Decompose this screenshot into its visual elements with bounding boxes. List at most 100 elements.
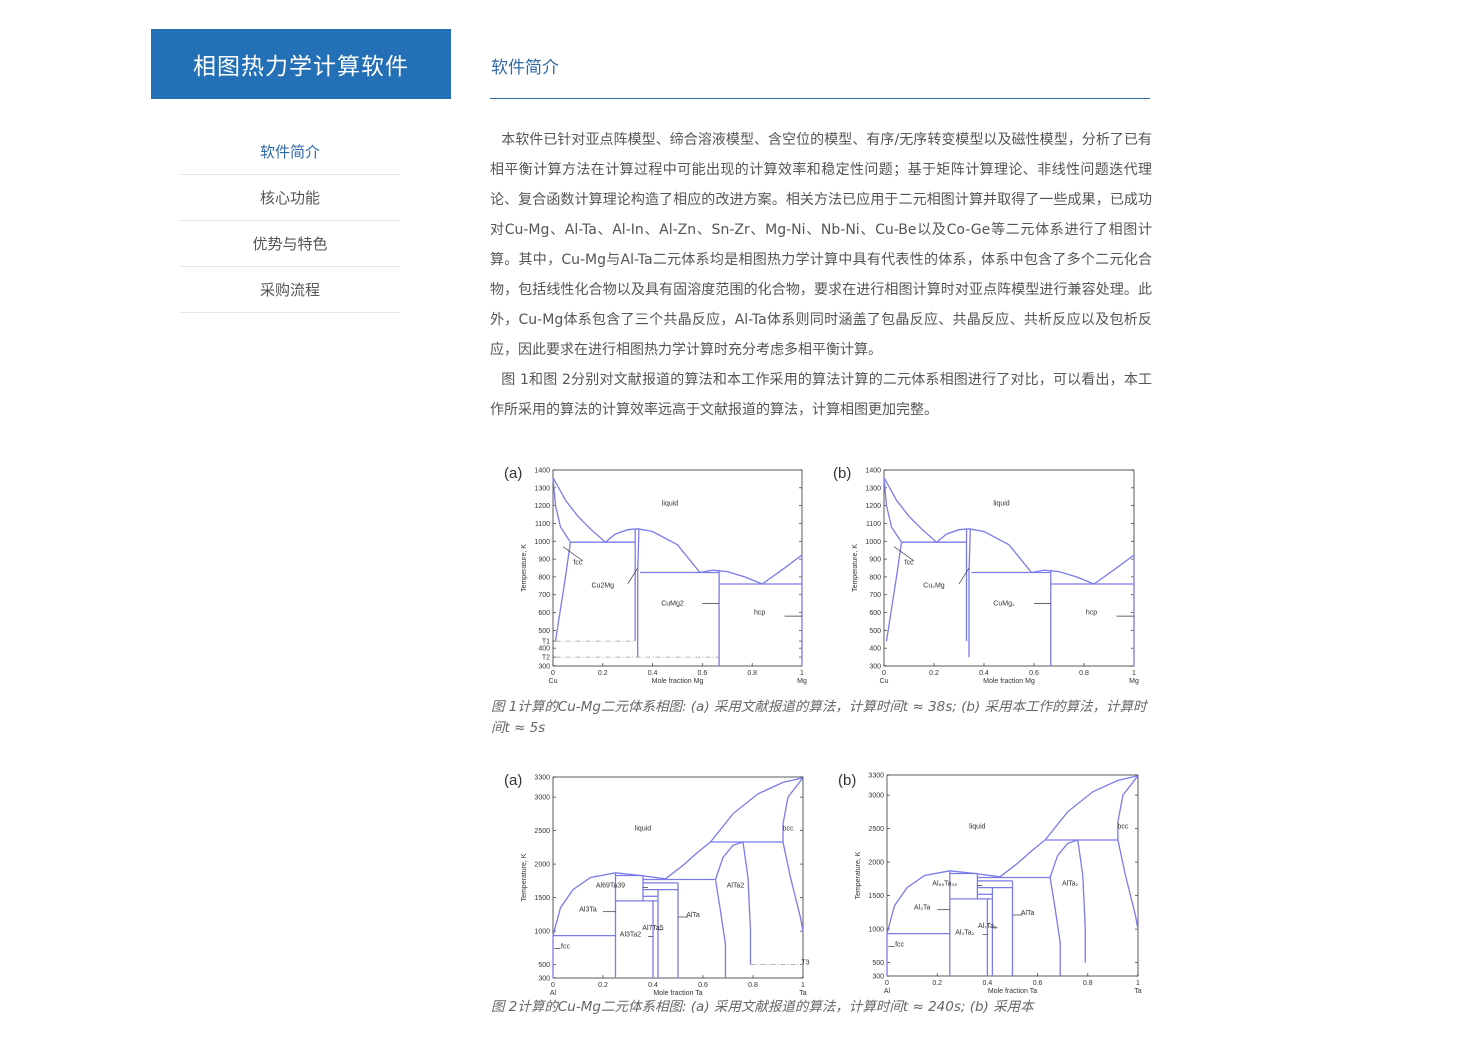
- y-tick-label: 700: [869, 592, 881, 599]
- phase-label: Al3Ta2: [620, 931, 642, 938]
- phase-boundary: [699, 569, 763, 585]
- x-tick-label: 0.6: [1029, 670, 1039, 677]
- y-tick-label: 1300: [534, 485, 550, 492]
- y-tick-label: 600: [869, 610, 881, 617]
- sidebar-item-core-features[interactable]: 核心功能: [180, 175, 400, 221]
- phase-boundary: [714, 841, 752, 965]
- title-divider: [490, 98, 1150, 99]
- y-tick-label: 800: [538, 574, 550, 581]
- plot-frame: [883, 469, 1135, 667]
- phase-boundary: [968, 528, 971, 658]
- phase-label: liquid: [969, 824, 985, 831]
- sidebar-item-advantages[interactable]: 优势与特色: [180, 221, 400, 267]
- y-tick-label: 1000: [534, 539, 550, 546]
- x-tick-label: 0.2: [929, 670, 939, 677]
- phase-label: Al₃Ta₂: [955, 929, 974, 936]
- phase-boundary: [883, 477, 903, 543]
- label-arrow: [893, 546, 915, 562]
- paragraph-comparison: 图 1和图 2分别对文献报道的算法和本工作采用的算法计算的二元体系相图进行了对比…: [490, 372, 1152, 418]
- phase-boundary: [709, 777, 804, 843]
- figure-1-caption: 图 1计算的Cu-Mg二元体系相图: (a) 采用文献报道的算法，计算时间t ≈…: [491, 699, 1147, 736]
- phase-boundary: [1049, 877, 1061, 976]
- sidebar-item-purchase[interactable]: 采购流程: [180, 267, 400, 313]
- x-axis-label: Mole fraction Ta: [988, 988, 1037, 995]
- y-tick-label: 1200: [865, 503, 881, 510]
- y-tick-label: 1000: [868, 927, 884, 934]
- x-tick-label: 1: [800, 670, 804, 677]
- y-axis-label: Temperature, K: [855, 851, 862, 899]
- x-tick-label: 0.8: [1083, 980, 1093, 987]
- y-tick-label: 3300: [868, 773, 884, 780]
- y-tick-label: 400: [869, 646, 881, 653]
- phase-label: AlTa2: [727, 883, 745, 890]
- y-tick-label: 2000: [868, 860, 884, 867]
- y-tick-label: 1000: [865, 539, 881, 546]
- y-tick-label: 2500: [868, 826, 884, 833]
- phase-boundary: [1044, 775, 1139, 841]
- x-tick-label: 0.6: [698, 982, 708, 989]
- x-tick-label: 0.8: [1079, 670, 1089, 677]
- y-tick-label: 300: [538, 976, 550, 983]
- y-tick-label: 1000: [534, 929, 550, 936]
- x-right-element-label: Mg: [797, 678, 807, 685]
- y-tick-label: 2500: [534, 828, 550, 835]
- y-tick-label: 3300: [534, 775, 550, 782]
- x-tick-label: 0: [885, 980, 889, 987]
- x-tick-label: 1: [1132, 670, 1136, 677]
- panel-tag: (a): [504, 772, 522, 789]
- y-tick-label: 300: [538, 664, 550, 671]
- x-tick-label: 0.8: [748, 982, 758, 989]
- phase-label: liquid: [635, 826, 651, 833]
- y-tick-label: 1500: [534, 895, 550, 902]
- y-tick-label: 900: [538, 557, 550, 564]
- x-axis-label: Mole fraction Mg: [652, 678, 704, 685]
- x-tick-label: 0.4: [648, 982, 658, 989]
- phase-label: hcp: [754, 609, 765, 616]
- phase-boundary: [552, 477, 606, 543]
- sidebar-item-intro[interactable]: 软件简介: [180, 129, 400, 175]
- phase-boundary: [637, 528, 640, 658]
- plot-frame: [552, 469, 803, 667]
- phase-boundary: [883, 477, 937, 543]
- x-tick-label: 0: [551, 982, 555, 989]
- panel-b: (b) 300 400 500 600 700 800 900 1000 1100 1200 1300…: [833, 465, 1139, 685]
- y-tick-label: 1100: [535, 521, 550, 528]
- phase-label: liquid: [662, 501, 678, 508]
- x-tick-label: 1: [801, 982, 805, 989]
- y-tick-label: 2000: [534, 862, 550, 869]
- phase-label: fcc: [895, 942, 904, 949]
- phase-boundary: [552, 477, 571, 543]
- x-right-element-label: Ta: [1134, 988, 1142, 995]
- phase-boundary: [782, 777, 804, 932]
- panel-tag: (a): [504, 465, 522, 482]
- x-tick-label: 1: [1136, 980, 1140, 987]
- y-tick-label: 600: [538, 610, 550, 617]
- y-axis-label: Temperature, K: [521, 853, 528, 901]
- phase-label: fcc: [561, 944, 570, 951]
- x-tick-label: 0.2: [598, 670, 608, 677]
- y-tick-label: 500: [538, 962, 550, 969]
- phase-label: CuMg2: [661, 600, 684, 607]
- panel-b: (b) 300 500 1000 1500 2000 2500 3000 3300 0 0.2 0.4…: [838, 772, 1142, 995]
- x-tick-label: 0.6: [698, 670, 708, 677]
- phase-label: AlTa: [686, 912, 700, 919]
- x-left-element-label: Al: [884, 988, 891, 995]
- y-tick-label: 1400: [534, 468, 550, 475]
- phase-label: bcc: [783, 826, 794, 833]
- y-tick-label: 500: [872, 960, 884, 967]
- y-tick-label: 1500: [868, 893, 884, 900]
- y-tick-label: T2: [542, 655, 550, 662]
- y-tick-label: 500: [869, 628, 881, 635]
- site-title: 相图热力学计算软件: [151, 29, 451, 99]
- y-tick-label: 1200: [534, 503, 550, 510]
- y-tick-label: T1: [542, 639, 550, 646]
- y-axis-label: Temperature, K: [521, 544, 528, 592]
- phase-label: fcc: [573, 559, 582, 566]
- phase-boundary: [1049, 839, 1086, 963]
- phase-label: fcc: [905, 559, 914, 566]
- x-right-element-label: Ta: [799, 990, 807, 995]
- phase-boundary: [885, 542, 903, 642]
- phase-label: hcp: [1086, 609, 1097, 616]
- phase-label: Al69Ta39: [596, 883, 625, 890]
